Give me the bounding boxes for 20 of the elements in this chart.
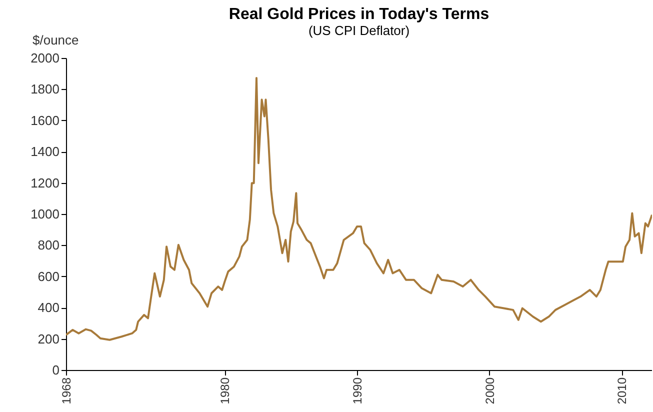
chart-title: Real Gold Prices in Today's Terms — [228, 6, 490, 23]
x-tick-label: 1990 — [350, 377, 365, 404]
y-tick-label: 1600 — [30, 112, 60, 128]
y-axis-title: $/ounce — [32, 32, 79, 48]
y-tick-label: 200 — [38, 331, 60, 346]
y-tick-label: 1800 — [30, 82, 60, 97]
y-tick-label: 600 — [38, 268, 60, 284]
x-tick-label: 1968 — [60, 377, 74, 404]
y-tick-label: 800 — [38, 238, 60, 253]
x-tick-label: 1980 — [218, 377, 232, 404]
y-tick-label: 1200 — [30, 175, 60, 190]
y-tick-label: 1400 — [30, 144, 60, 160]
x-tick-label: 2010 — [615, 377, 630, 404]
line-series — [66, 76, 652, 341]
y-tick-label: 0 — [52, 362, 60, 378]
y-tick-label: 400 — [38, 300, 60, 316]
chart-subtitle: (US CPI Deflator) — [308, 23, 410, 38]
y-tick-label: 1000 — [30, 206, 60, 222]
y-tick-label: 2000 — [30, 50, 60, 66]
x-tick-label: 2000 — [482, 377, 497, 404]
